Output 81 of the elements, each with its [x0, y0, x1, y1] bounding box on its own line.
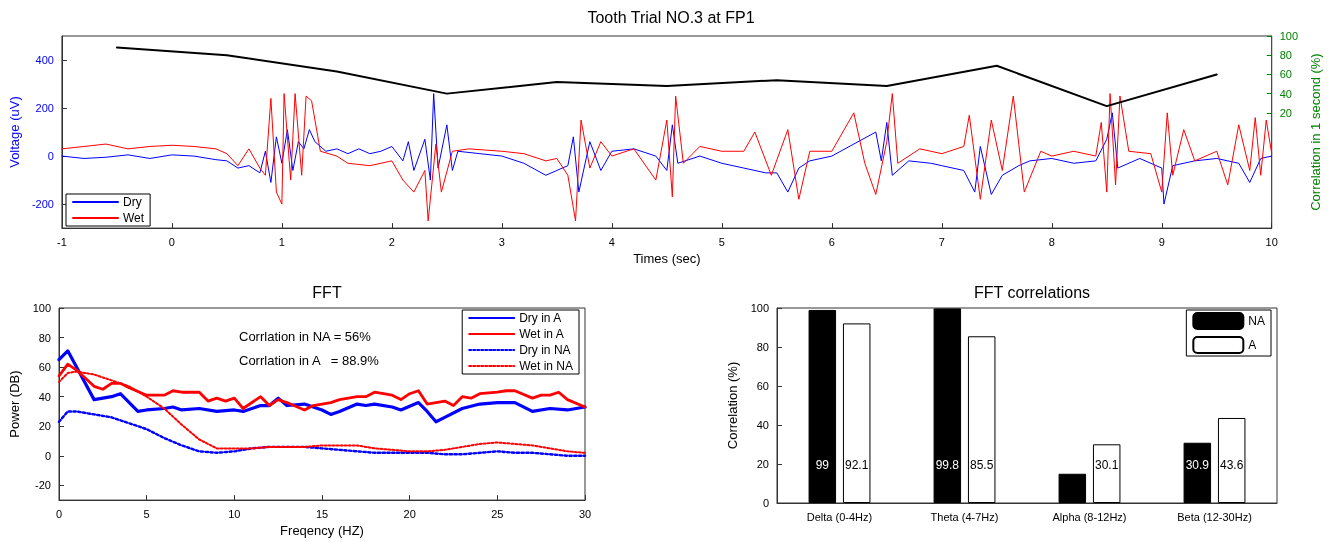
x-tick-label: 6: [828, 235, 835, 248]
y-tick-label: 200: [35, 102, 54, 115]
legend-label: NA: [1248, 314, 1265, 328]
x-tick-label: 4: [608, 235, 615, 248]
x-axis-title: Freqency (HZ): [280, 523, 364, 538]
x-tick-label: 7: [938, 235, 945, 248]
legend-label: Wet in NA: [519, 359, 573, 373]
x-tick-label: 9: [1158, 235, 1165, 248]
data-label: 43.6: [1220, 458, 1244, 472]
y-tick-label: 0: [47, 150, 54, 163]
chart-title: Tooth Trial NO.3 at FP1: [587, 8, 755, 26]
legend-label: Dry in NA: [519, 343, 571, 357]
y-tick-label: 100: [32, 302, 51, 314]
x-tick-label: Alpha (8-12Hz): [1052, 510, 1127, 523]
y-tick-label: -200: [31, 198, 54, 211]
bar: [1092, 444, 1121, 503]
data-label: 30.1: [1095, 458, 1119, 472]
bar: [1183, 442, 1212, 503]
bar: [808, 309, 837, 503]
x-tick-label: 10: [1265, 235, 1278, 248]
y-axis-title: Power (DB): [7, 370, 22, 438]
y-tick-label: 80: [38, 331, 51, 344]
x-tick-label: 3: [498, 235, 505, 248]
y-tick-label: 20: [38, 420, 51, 433]
x-tick-label: 5: [143, 507, 150, 520]
line-series: [57, 410, 587, 457]
y-axis-title: Voltage (uV): [7, 96, 22, 168]
data-label: 99.8: [935, 458, 960, 472]
legend-label: Wet in A: [519, 327, 564, 341]
x-tick-label: 0: [168, 235, 175, 248]
x-tick-label: 0: [55, 507, 63, 520]
y-tick-label: 40: [756, 419, 769, 431]
line-series: [115, 46, 1218, 108]
y-tick-label: 0: [44, 449, 51, 462]
bar: [967, 336, 996, 503]
x-tick-label: 5: [718, 235, 725, 248]
y-tick-label: 60: [756, 380, 769, 392]
x-tick-label: 8: [1048, 235, 1055, 248]
x-tick-label: 20: [403, 507, 416, 520]
bar: [1217, 417, 1246, 503]
y2-tick-label: 20: [1279, 106, 1292, 119]
y-tick-label: 40: [38, 390, 51, 403]
chart-title: FFT: [312, 283, 342, 301]
legend-label: A: [1248, 338, 1257, 352]
x-tick-label: 30: [578, 507, 592, 520]
y2-tick-label: 100: [1279, 30, 1299, 42]
data-label: 85.5: [970, 458, 994, 472]
x-tick-label: 10: [228, 507, 241, 520]
y-tick-label: 400: [35, 54, 54, 67]
legend-label: Wet: [123, 211, 145, 225]
annotation: Corrlation in NA = 56%: [239, 329, 372, 344]
y-tick-label: 100: [750, 302, 769, 314]
y-axis-title: Correlation (%): [725, 361, 740, 450]
x-tick-label: 25: [491, 507, 504, 520]
y-tick-label: 0: [762, 497, 769, 509]
x-tick-label: 15: [315, 507, 329, 520]
x-tick-label: 2: [388, 235, 395, 248]
data-label: 30.9: [1185, 458, 1210, 472]
y2-tick-label: 40: [1279, 87, 1292, 100]
y-tick-label: 80: [756, 341, 769, 353]
x-tick-label: Delta (0-4Hz): [806, 510, 873, 523]
legend-label: Dry in A: [519, 311, 562, 325]
x-tick-label: Beta (12-30Hz): [1177, 510, 1252, 523]
data-label: 92.1: [845, 458, 869, 472]
data-label: 99: [815, 458, 830, 472]
y2-axis-title: Correlation in 1 second (%): [1308, 53, 1323, 211]
bar: [1058, 473, 1087, 503]
y-tick-label: 20: [756, 458, 769, 470]
x-tick-label: -1: [57, 235, 67, 248]
chart-title: FFT correlations: [973, 283, 1091, 301]
legend-label: Dry: [123, 195, 142, 209]
x-tick-label: Theta (4-7Hz): [930, 510, 999, 523]
x-axis-title: Times (sec): [633, 251, 701, 266]
bar: [933, 308, 962, 503]
y2-tick-label: 80: [1279, 49, 1292, 62]
y-tick-label: 60: [38, 361, 51, 374]
annotation: Corrlation in A = 88.9%: [239, 353, 380, 368]
x-tick-label: 1: [278, 235, 285, 248]
y-tick-label: -20: [35, 479, 51, 492]
y2-tick-label: 60: [1279, 68, 1292, 81]
bar: [842, 323, 871, 503]
